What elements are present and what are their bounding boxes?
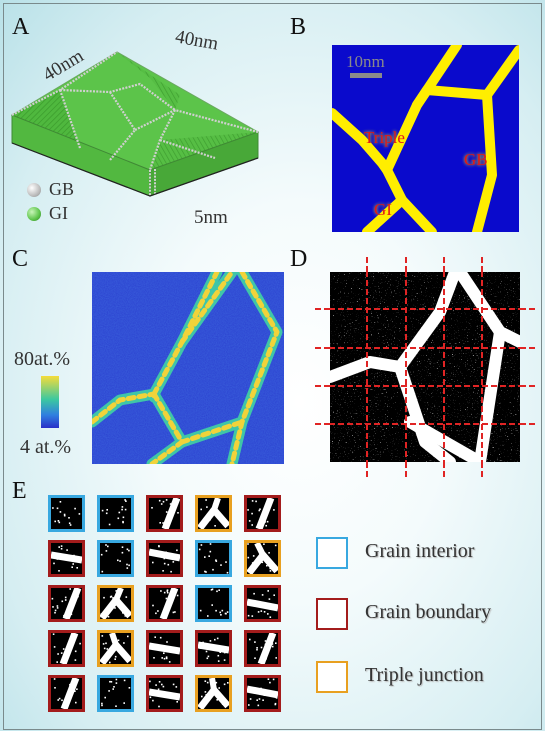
legend-label-boundary: Grain boundary	[365, 601, 492, 623]
tile-boundary	[48, 585, 85, 622]
tile-boundary	[48, 540, 85, 577]
label-gi: GI	[374, 200, 392, 219]
figure-frame	[3, 3, 542, 730]
tile-grid	[48, 495, 288, 725]
tile-boundary	[146, 675, 183, 712]
legend-gi-label: GI	[49, 203, 68, 223]
tile-interior	[97, 540, 134, 577]
tile-boundary	[146, 630, 183, 667]
tile-triple	[244, 540, 281, 577]
tile-boundary	[146, 495, 183, 532]
colorbar-min-label: 4 at.%	[20, 436, 72, 458]
colorbar-max-label: 80at.%	[14, 348, 71, 370]
legend-label-triple: Triple junction	[365, 664, 484, 686]
tile-interior	[195, 540, 232, 577]
legend-label-interior: Grain interior	[365, 540, 475, 562]
legend-gb-label: GB	[49, 179, 75, 199]
tile-interior	[48, 495, 85, 532]
tile-interior	[97, 495, 134, 532]
panel-a-slab	[10, 51, 260, 197]
panel-d-grid-overflow	[315, 257, 535, 477]
gi-atom-icon	[27, 207, 41, 221]
scalebar-label: 10nm	[346, 52, 385, 71]
label-triple: Triple	[364, 128, 405, 147]
tile-boundary	[244, 495, 281, 532]
panel-label-d: D	[290, 246, 308, 272]
panel-label-e: E	[12, 478, 27, 504]
panel-d-map	[330, 272, 520, 462]
tile-triple	[195, 495, 232, 532]
legend-box-interior	[316, 537, 348, 569]
tile-boundary	[195, 630, 232, 667]
tile-boundary	[48, 675, 85, 712]
panel-b-map	[332, 45, 519, 232]
tile-boundary	[244, 630, 281, 667]
legend-box-triple	[316, 661, 348, 693]
tile-interior	[97, 675, 134, 712]
tile-interior	[195, 585, 232, 622]
label-gb: GB	[464, 150, 488, 169]
gb-atom-icon	[27, 183, 41, 197]
legend-box-boundary	[316, 598, 348, 630]
tile-triple	[97, 585, 134, 622]
tile-boundary	[244, 585, 281, 622]
tile-boundary	[146, 540, 183, 577]
tile-boundary	[146, 585, 183, 622]
tile-boundary	[244, 675, 281, 712]
panel-c-map	[92, 272, 284, 464]
tile-triple	[195, 675, 232, 712]
tile-triple	[97, 630, 134, 667]
colorbar	[41, 376, 59, 428]
panel-label-a: A	[12, 14, 30, 40]
panel-label-c: C	[12, 246, 29, 272]
tile-boundary	[48, 630, 85, 667]
panel-label-b: B	[290, 14, 307, 40]
dim-label-depth: 5nm	[194, 207, 228, 228]
